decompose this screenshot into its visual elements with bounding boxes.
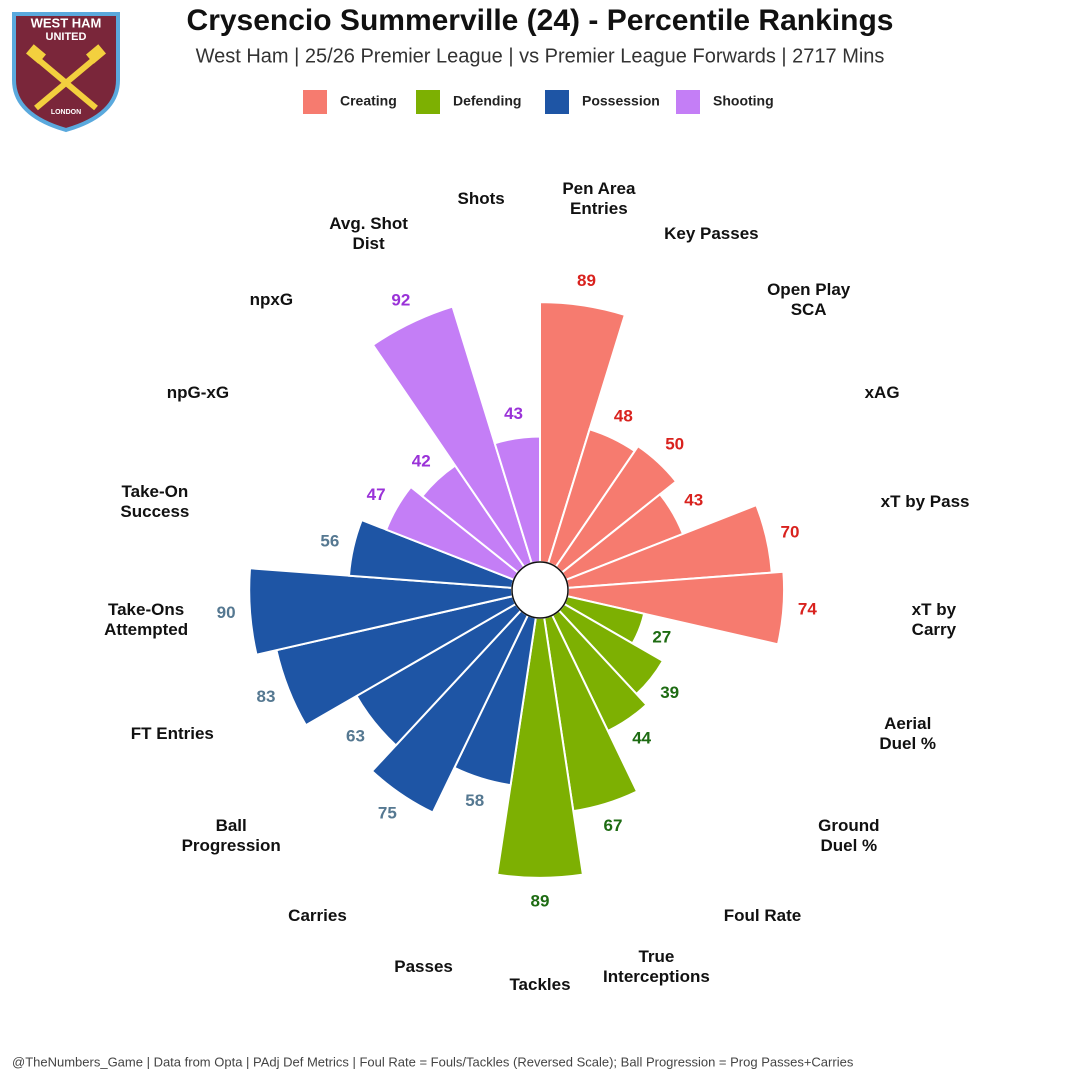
legend-label: Creating bbox=[340, 93, 397, 109]
chart-subtitle: West Ham | 25/26 Premier League | vs Pre… bbox=[196, 45, 885, 67]
value-label: 43 bbox=[504, 404, 523, 423]
value-label: 63 bbox=[346, 727, 365, 746]
value-label: 89 bbox=[531, 891, 550, 910]
category-label: Take-Ons Attempted bbox=[104, 599, 189, 639]
footer: @TheNumbers_Game | Data from Opta | PAdj… bbox=[12, 1054, 854, 1069]
category-label: Pen Area Entries bbox=[562, 179, 636, 219]
category-label: Foul Rate bbox=[723, 906, 802, 926]
logo-text: UNITED bbox=[46, 31, 87, 43]
value-label: 70 bbox=[781, 522, 800, 541]
category-label: Carries bbox=[288, 906, 347, 926]
logo: WEST HAM UNITED LONDON bbox=[12, 12, 120, 133]
value-label: 83 bbox=[257, 687, 276, 706]
category-label: Ball Progression bbox=[181, 816, 281, 856]
category-label: Passes bbox=[394, 957, 453, 977]
category-label: Tackles bbox=[509, 975, 571, 994]
category-label: True Interceptions bbox=[603, 947, 710, 987]
value-label: 58 bbox=[465, 791, 484, 810]
value-label: 39 bbox=[660, 683, 679, 702]
legend-label: Defending bbox=[453, 93, 521, 109]
legend-swatch bbox=[676, 90, 700, 114]
value-label: 75 bbox=[378, 803, 397, 822]
value-label: 56 bbox=[320, 532, 339, 551]
category-label: Shots bbox=[457, 189, 505, 209]
value-label: 47 bbox=[367, 485, 386, 504]
logo-text: LONDON bbox=[51, 109, 81, 116]
value-label: 44 bbox=[632, 729, 651, 748]
legend-swatch bbox=[303, 90, 327, 114]
category-label: Key Passes bbox=[664, 224, 759, 244]
category-label: Avg. Shot Dist bbox=[329, 214, 408, 254]
value-label: 92 bbox=[391, 291, 410, 310]
legend-label: Possession bbox=[582, 93, 660, 109]
category-label: xT by Pass bbox=[880, 492, 970, 512]
category-label: npxG bbox=[249, 290, 294, 310]
category-label: FT Entries bbox=[130, 724, 214, 744]
category-label: xAG bbox=[864, 382, 900, 402]
value-label: 89 bbox=[577, 271, 596, 290]
value-label: 67 bbox=[604, 816, 623, 835]
value-label: 42 bbox=[412, 451, 431, 470]
category-label: npG-xG bbox=[166, 382, 230, 402]
value-label: 90 bbox=[217, 603, 236, 622]
legend-swatch bbox=[545, 90, 569, 114]
center-hole bbox=[511, 561, 569, 619]
value-label: 27 bbox=[652, 627, 671, 646]
category-label: Take-On Success bbox=[120, 482, 190, 522]
value-label: 50 bbox=[665, 434, 684, 453]
legend-label: Shooting bbox=[713, 93, 774, 109]
category-label: xT by Carry bbox=[911, 599, 957, 639]
logo-text: WEST HAM bbox=[31, 15, 102, 30]
category-label: Ground Duel % bbox=[818, 816, 880, 856]
category-label: Aerial Duel % bbox=[879, 714, 937, 754]
value-label: 43 bbox=[684, 491, 703, 510]
value-label: 74 bbox=[798, 600, 817, 619]
chart-title: Crysencio Summerville (24) - Percentile … bbox=[187, 4, 894, 37]
category-label: Open Play SCA bbox=[767, 280, 851, 320]
legend-swatch bbox=[416, 90, 440, 114]
value-label: 48 bbox=[614, 406, 633, 425]
